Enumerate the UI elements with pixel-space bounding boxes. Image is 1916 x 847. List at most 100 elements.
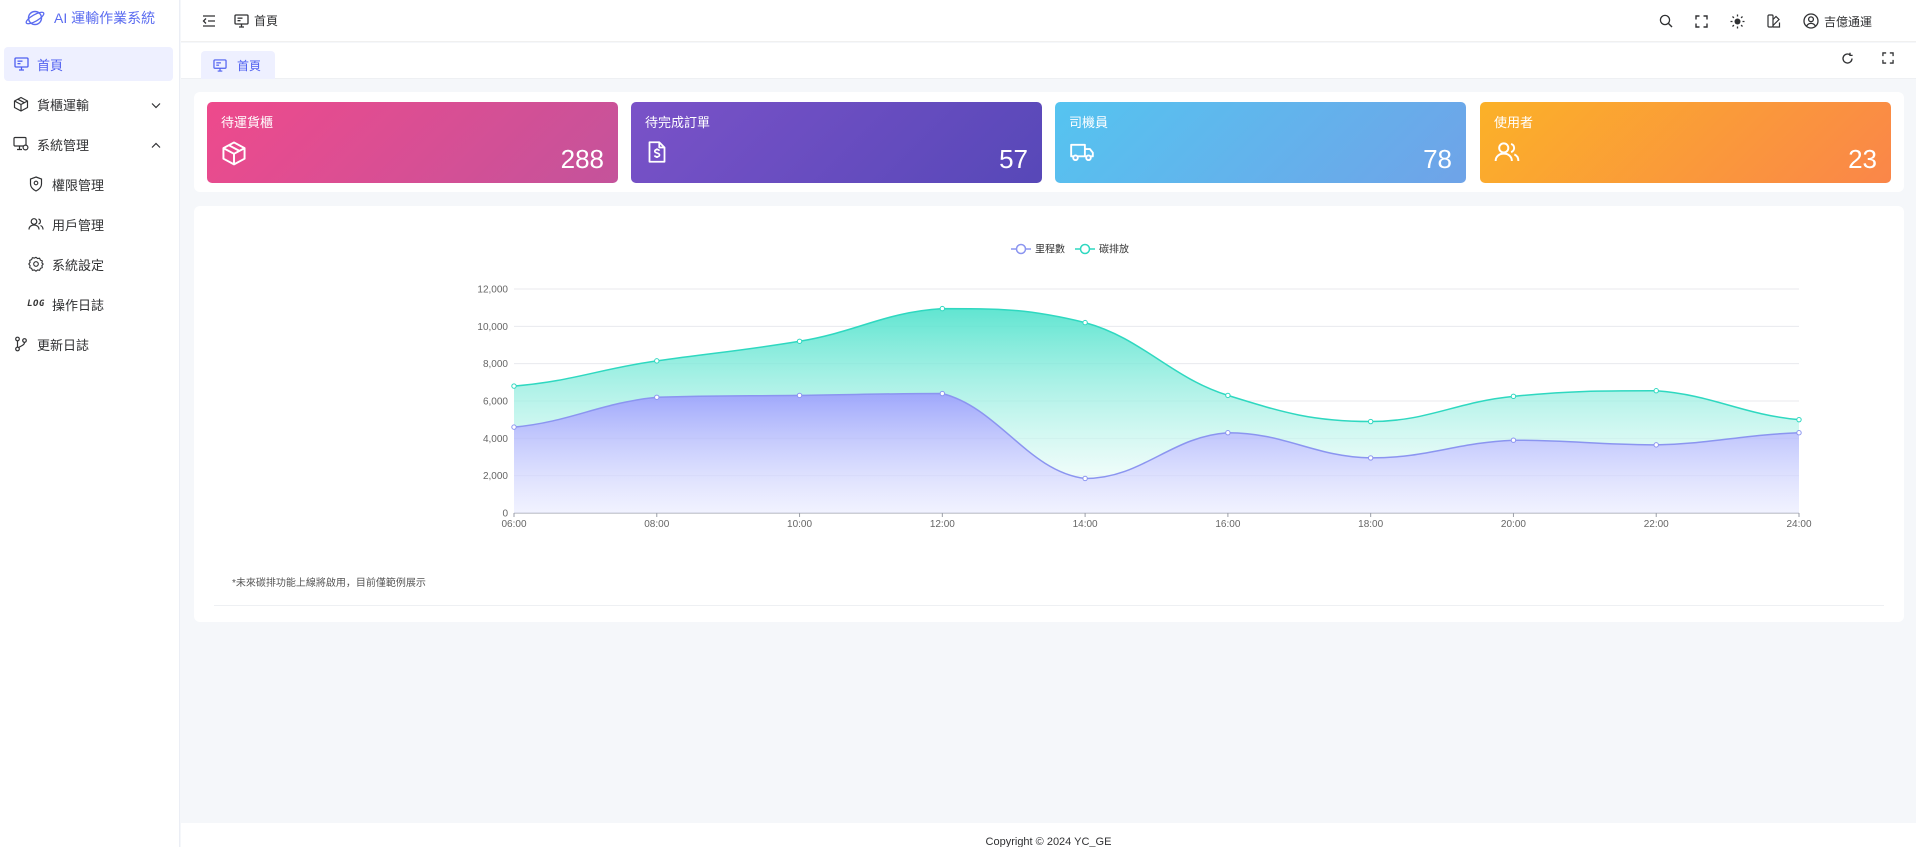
refresh-icon[interactable] bbox=[1841, 52, 1854, 65]
data-point-carbon bbox=[1367, 418, 1374, 425]
search-icon[interactable] bbox=[1659, 14, 1673, 28]
monitor-icon bbox=[213, 58, 227, 72]
x-tick-label: 08:00 bbox=[644, 519, 669, 530]
data-point-carbon bbox=[1082, 319, 1088, 326]
data-point-carbon bbox=[1653, 388, 1659, 394]
box-icon bbox=[221, 140, 247, 171]
gear-icon bbox=[27, 255, 45, 273]
data-point-mileage bbox=[1082, 475, 1088, 482]
box-icon bbox=[12, 95, 30, 113]
data-point-carbon bbox=[796, 338, 803, 344]
tabs-tools bbox=[1813, 52, 1894, 65]
data-point-mileage bbox=[1796, 430, 1802, 436]
x-tick-label: 18:00 bbox=[1358, 519, 1383, 530]
menu-collapse-icon[interactable] bbox=[202, 14, 216, 27]
data-point-mileage bbox=[796, 392, 803, 399]
data-point-carbon bbox=[1225, 392, 1231, 399]
area-chart: 0 2,000 4,000 6,000 8,000 10,000 12,000 06:00 08… bbox=[477, 243, 1812, 531]
breadcrumb-item[interactable]: 首頁 bbox=[254, 14, 279, 28]
data-point-carbon bbox=[1510, 393, 1517, 400]
stat-card-pending-containers[interactable]: 待運貨櫃 288 bbox=[207, 102, 618, 183]
stats-panel: 待運貨櫃 288 待完成訂單 57 司機員 78 使用者 23 bbox=[194, 92, 1904, 192]
series-area-carbon bbox=[514, 308, 1799, 479]
data-point-mileage bbox=[1653, 442, 1659, 448]
sidebar-item-label: 系統管理 bbox=[37, 137, 90, 153]
user-avatar-icon bbox=[1803, 13, 1819, 29]
sidebar-item-label: 貨櫃運輸 bbox=[37, 97, 90, 113]
tab-label: 首頁 bbox=[237, 58, 262, 73]
header-tools: 吉億通運 bbox=[1637, 0, 1872, 42]
stat-title: 使用者 bbox=[1494, 115, 1534, 130]
fullscreen-icon[interactable] bbox=[1695, 14, 1708, 28]
legend-marker bbox=[1079, 243, 1091, 255]
log-icon: LOG bbox=[27, 299, 45, 309]
data-point-mileage bbox=[654, 394, 660, 400]
sidebar-item-label: 權限管理 bbox=[52, 177, 105, 193]
x-tick-label: 12:00 bbox=[930, 519, 955, 530]
data-point-mileage bbox=[1367, 455, 1374, 461]
footer: Copyright © 2024 YC_GE bbox=[181, 823, 1916, 847]
chart-container: 0 2,000 4,000 6,000 8,000 10,000 12,000 06:00 08… bbox=[214, 206, 1884, 606]
sidebar-item-changelog[interactable]: 更新日誌 bbox=[0, 324, 179, 364]
sidebar-item-users[interactable]: 用戶管理 bbox=[0, 204, 179, 244]
sidebar-item-permissions[interactable]: 權限管理 bbox=[0, 164, 179, 204]
theme-palette-icon[interactable] bbox=[1767, 14, 1781, 28]
sidebar-item-operation-log[interactable]: LOG 操作日誌 bbox=[0, 284, 179, 324]
chevron-down-icon bbox=[151, 97, 161, 112]
tab-home[interactable]: 首頁 bbox=[201, 51, 276, 79]
x-tick-label: 22:00 bbox=[1644, 519, 1669, 530]
top-header: 首頁 吉億通運 bbox=[181, 0, 1916, 42]
x-tick-label: 14:00 bbox=[1073, 519, 1098, 530]
tabs-bar: 首頁 bbox=[181, 43, 1916, 79]
sidebar-item-home[interactable]: 首頁 bbox=[4, 47, 173, 81]
app-title: AI 運輸作業系統 bbox=[54, 10, 156, 26]
stat-value: 23 bbox=[1848, 144, 1877, 174]
legend-label: 里程數 bbox=[1035, 243, 1065, 256]
x-tick-label: 24:00 bbox=[1786, 519, 1811, 530]
users-icon bbox=[27, 215, 45, 233]
fullscreen-icon[interactable] bbox=[1882, 52, 1894, 65]
series-area-mileage bbox=[514, 393, 1799, 513]
truck-icon bbox=[1069, 140, 1095, 169]
sun-icon[interactable] bbox=[1730, 14, 1745, 29]
sidebar: AI 運輸作業系統 首頁 貨櫃運輸 系統管理 權限管理 bbox=[0, 0, 180, 847]
sidebar-item-label: 用戶管理 bbox=[52, 217, 105, 233]
sidebar-item-settings[interactable]: 系統設定 bbox=[0, 244, 179, 284]
stat-value: 78 bbox=[1423, 144, 1452, 174]
stat-card-drivers[interactable]: 司機員 78 bbox=[1055, 102, 1466, 183]
series-line-mileage bbox=[513, 392, 1800, 480]
stat-title: 待完成訂單 bbox=[645, 115, 711, 130]
series-line-carbon bbox=[513, 307, 1800, 423]
planet-icon bbox=[25, 10, 45, 26]
stat-card-pending-orders[interactable]: 待完成訂單 57 bbox=[631, 102, 1042, 183]
dollar-doc-icon bbox=[645, 140, 669, 169]
sidebar-item-label: 操作日誌 bbox=[52, 297, 105, 313]
sidebar-item-system-admin[interactable]: 系統管理 bbox=[0, 124, 179, 164]
chart-panel: 0 2,000 4,000 6,000 8,000 10,000 12,000 06:00 08… bbox=[194, 206, 1904, 622]
x-tick-label: 16:00 bbox=[1215, 519, 1240, 530]
x-tick-label: 10:00 bbox=[787, 519, 812, 530]
monitor-icon bbox=[234, 13, 249, 28]
sidebar-item-label: 首頁 bbox=[37, 57, 64, 73]
legend-label: 碳排放 bbox=[1099, 243, 1129, 256]
data-point-mileage bbox=[1510, 437, 1517, 443]
data-point-carbon bbox=[939, 305, 946, 312]
stat-card-users[interactable]: 使用者 23 bbox=[1480, 102, 1891, 183]
data-point-mileage bbox=[511, 424, 517, 430]
breadcrumb: 首頁 bbox=[234, 12, 278, 29]
stat-title: 司機員 bbox=[1069, 115, 1109, 130]
y-tick-label: 4,000 bbox=[483, 434, 508, 445]
data-point-carbon bbox=[511, 383, 517, 389]
user-menu[interactable]: 吉億通運 bbox=[1803, 13, 1872, 30]
x-tick-label: 06:00 bbox=[501, 519, 526, 530]
app-logo[interactable]: AI 運輸作業系統 bbox=[0, 0, 179, 36]
sidebar-item-container-transport[interactable]: 貨櫃運輸 bbox=[0, 84, 179, 124]
stat-value: 288 bbox=[560, 144, 604, 174]
sidebar-item-label: 系統設定 bbox=[52, 257, 105, 273]
users-icon bbox=[1494, 140, 1520, 169]
y-tick-label: 0 bbox=[502, 509, 508, 520]
chevron-up-icon bbox=[151, 137, 161, 152]
admin-screen-icon bbox=[12, 135, 30, 153]
y-tick-label: 2,000 bbox=[483, 471, 508, 482]
shield-pin-icon bbox=[27, 175, 45, 193]
